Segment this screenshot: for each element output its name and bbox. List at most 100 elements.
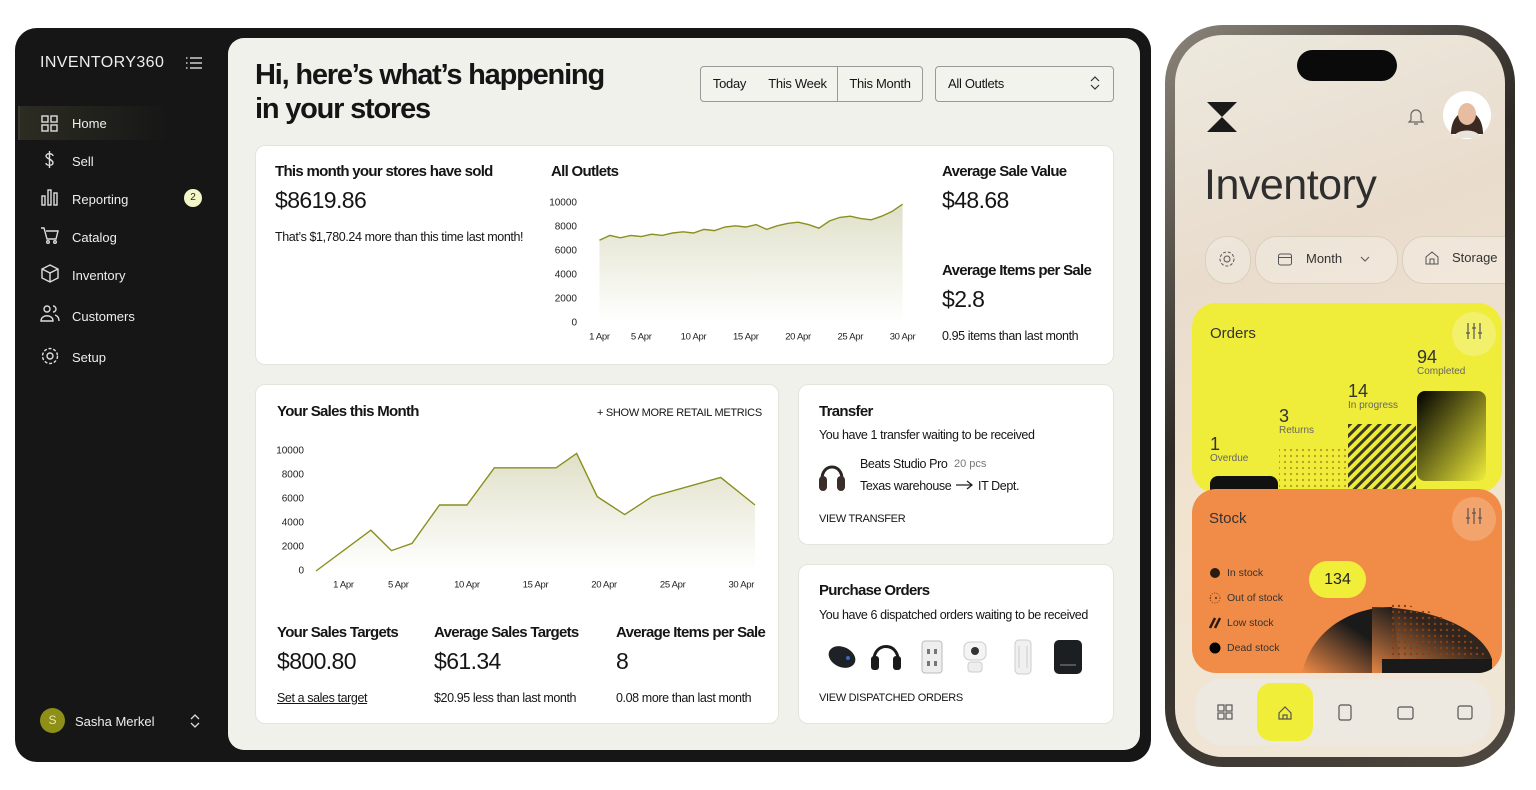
icon-customers	[40, 305, 60, 322]
page-title: in your stores	[255, 93, 431, 125]
orders-count: 14	[1348, 381, 1369, 401]
select-chevron	[1090, 76, 1100, 90]
x-tick-label: 15 Apr	[733, 332, 759, 343]
orders-count: 1	[1210, 434, 1221, 454]
brand: INVENTORY360	[40, 54, 165, 71]
product-quantity: 20 pcs	[954, 458, 987, 470]
clipboard-icon[interactable]	[1338, 704, 1352, 721]
icon-setup	[41, 347, 59, 365]
metric-value: 8	[616, 648, 629, 674]
headphones-image	[819, 465, 845, 491]
orders-label: In progress	[1348, 400, 1399, 411]
transfer-arrow	[956, 480, 974, 490]
profile-avatar[interactable]	[1442, 90, 1492, 140]
outlets-chart: All Outlets 0 2000 4000 6000 8000 10000 1 Apr 5 …	[549, 163, 916, 343]
y-tick-label: 10000	[549, 198, 577, 209]
month-filter[interactable]: Month	[1306, 251, 1343, 266]
more-metrics-link[interactable]: + SHOW MORE RETAIL METRICS	[597, 407, 762, 419]
stock-legend: Dead stock	[1227, 642, 1280, 654]
phone-title: Inventory	[1204, 161, 1377, 209]
orders-graphic	[1210, 391, 1486, 493]
bottom-nav	[1195, 679, 1491, 745]
nav-item[interactable]: Customers	[72, 309, 135, 324]
filter-button[interactable]: This Month	[838, 66, 923, 102]
transfer-from: Texas warehouse	[860, 479, 952, 493]
stock-legend: In stock	[1227, 567, 1264, 579]
x-tick-label: 10 Apr	[681, 332, 707, 343]
nav-active	[18, 106, 170, 140]
transfer-to: IT Dept.	[978, 479, 1020, 493]
home-icon[interactable]	[1278, 706, 1292, 720]
metric-label: Your Sales Targets	[277, 624, 399, 641]
metric-value: $8619.86	[275, 187, 367, 213]
storage-filter[interactable]: Storage	[1452, 250, 1498, 265]
metric-label: Average Sales Targets	[434, 624, 579, 641]
x-tick-label: 20 Apr	[785, 332, 811, 343]
orders-label: Completed	[1417, 366, 1466, 377]
orders-count: 3	[1279, 406, 1290, 426]
sales-chart: Your Sales this Month 0 2000 4000 6000 8000 10…	[276, 403, 756, 591]
chart-title: All Outlets	[551, 163, 619, 180]
y-tick-label: 8000	[282, 470, 305, 481]
nav-item[interactable]: Reporting	[72, 192, 129, 207]
calendar-icon	[1278, 253, 1292, 266]
nav-item[interactable]: Catalog	[72, 230, 117, 245]
nav-item[interactable]: Home	[72, 116, 107, 131]
chevron-down	[1360, 256, 1370, 262]
x-tick-label: 5 Apr	[388, 580, 409, 591]
stock-graphic	[1302, 603, 1492, 673]
stock-legend: Out of stock	[1227, 592, 1284, 604]
nav-item[interactable]: Setup	[72, 350, 106, 365]
metric-value: $48.68	[942, 187, 1009, 213]
icon-catalog	[41, 227, 59, 244]
nav-item[interactable]: Sell	[72, 154, 94, 169]
settings-pill[interactable]	[1205, 236, 1251, 284]
filter-button[interactable]: Today	[700, 66, 759, 102]
metric-label: Average Items per Sale	[942, 262, 1092, 279]
y-tick-label: 2000	[282, 542, 305, 553]
headset-image	[871, 645, 901, 670]
x-tick-label: 1 Apr	[333, 580, 354, 591]
view-orders-link[interactable]: VIEW DISPATCHED ORDERS	[819, 692, 963, 704]
calendar-icon[interactable]	[1457, 705, 1473, 720]
orders-count: 94	[1417, 347, 1438, 367]
product-images	[828, 639, 1082, 675]
y-tick-label: 6000	[555, 246, 578, 257]
y-tick-label: 4000	[282, 518, 305, 529]
card-title: Purchase Orders	[819, 582, 930, 599]
bottom-nav-active[interactable]	[1257, 683, 1313, 741]
x-tick-label: 25 Apr	[660, 580, 686, 591]
app-logo	[1207, 102, 1237, 132]
x-tick-label: 30 Apr	[890, 332, 916, 343]
x-tick-label: 5 Apr	[631, 332, 652, 343]
orders-title: Orders	[1210, 325, 1256, 342]
filter-button[interactable]: This Week	[758, 66, 838, 102]
metric-value: $2.8	[942, 286, 985, 312]
storage-pill[interactable]	[1402, 236, 1505, 284]
orders-label: Overdue	[1210, 453, 1249, 464]
sliders-icon	[1466, 508, 1482, 524]
outlet-select[interactable]: All Outlets	[935, 66, 1114, 102]
nav-badge: 2	[184, 189, 202, 207]
card-title: Transfer	[819, 403, 873, 420]
user-chevron[interactable]	[189, 713, 201, 729]
stock-title: Stock	[1209, 510, 1247, 527]
menu-icon[interactable]	[185, 56, 203, 70]
user-name[interactable]: Sasha Merkel	[75, 714, 155, 729]
briefcase-icon[interactable]	[1397, 706, 1414, 720]
metric-value: $800.80	[277, 648, 357, 674]
metric-label: Average Sale Value	[942, 163, 1067, 180]
grid-icon[interactable]	[1217, 704, 1233, 720]
user-avatar[interactable]: S	[40, 708, 65, 733]
bell-icon[interactable]	[1407, 106, 1425, 126]
set-target-link[interactable]: Set a sales target	[277, 691, 368, 705]
y-tick-label: 10000	[276, 446, 304, 457]
nav-item[interactable]: Inventory	[72, 268, 126, 283]
card-subtitle: You have 1 transfer waiting to be receiv…	[819, 428, 1035, 442]
x-tick-label: 15 Apr	[523, 580, 549, 591]
area-fill	[316, 453, 755, 571]
view-transfer-link[interactable]: VIEW TRANSFER	[819, 513, 906, 525]
mouse-image	[828, 646, 856, 668]
icon-reporting	[41, 189, 58, 206]
